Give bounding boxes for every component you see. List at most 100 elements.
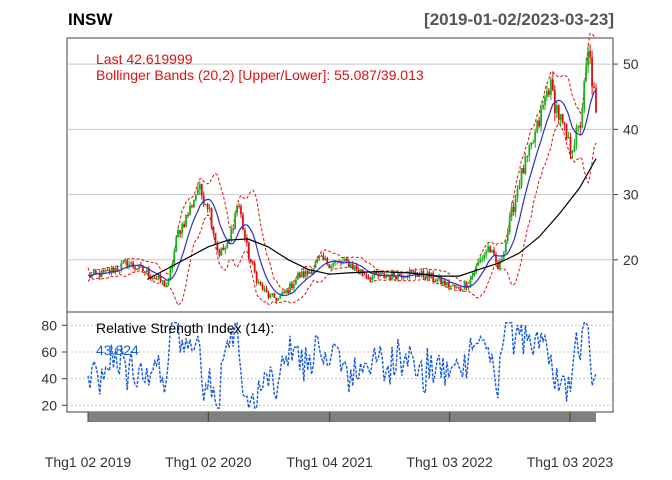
candle-body	[151, 277, 154, 279]
x-tick-label: Thg1 02 2020	[165, 454, 252, 470]
candle-body	[577, 125, 580, 128]
candle-body	[298, 273, 301, 278]
candle-body	[202, 195, 205, 205]
x-tick-label: Thg1 03 2022	[406, 454, 493, 470]
candle-body	[247, 242, 250, 260]
candle-body	[265, 288, 268, 293]
candle-body	[275, 297, 278, 301]
candle-body	[457, 286, 460, 288]
candle-body	[257, 282, 260, 284]
candle-body	[220, 247, 223, 256]
candle-body	[385, 276, 388, 278]
candle-body	[349, 264, 352, 268]
candle-body	[351, 264, 354, 269]
candle-body	[493, 249, 495, 255]
candle-body	[440, 276, 442, 284]
candle-body	[363, 273, 366, 275]
rsi-title: Relative Strength Index (14):	[96, 320, 274, 336]
candle-body	[271, 293, 274, 295]
candle-body	[226, 243, 229, 249]
candle-body	[126, 260, 129, 268]
candle-body	[167, 279, 170, 286]
candle-body	[477, 262, 480, 266]
rsi-line	[87, 321, 597, 409]
candle-body	[302, 271, 305, 277]
x-axis-band	[88, 412, 596, 422]
candle-body	[249, 259, 252, 262]
candle-body	[183, 223, 186, 227]
slow-ma-line	[147, 158, 597, 280]
candle-body	[455, 286, 458, 288]
candle-body	[120, 263, 123, 270]
candle-body	[187, 214, 189, 216]
rsi-y-tick-label: 20	[41, 397, 57, 413]
candle-body	[287, 289, 289, 293]
candle-body	[263, 288, 266, 290]
candle-body	[134, 267, 136, 270]
candle-body	[189, 205, 191, 216]
candle-body	[565, 123, 568, 139]
candle-body	[245, 237, 248, 243]
candle-body	[559, 114, 562, 120]
candle-body	[524, 156, 527, 174]
candle-body	[346, 258, 348, 262]
candle-body	[310, 272, 313, 274]
price-y-tick-label: 50	[623, 56, 639, 72]
candle-body	[273, 293, 276, 298]
candle-body	[216, 242, 219, 251]
candle-body	[130, 262, 133, 265]
candle-body	[497, 262, 499, 269]
candle-body	[359, 269, 362, 272]
candle-body	[185, 214, 187, 227]
bollinger-label: Bollinger Bands (20,2) [Upper/Lower]: 55…	[96, 67, 424, 83]
candle-body	[542, 104, 544, 109]
candle-body	[396, 273, 399, 280]
candle-body	[495, 254, 497, 263]
candle-body	[518, 185, 521, 190]
candle-body	[534, 131, 537, 143]
candle-body	[465, 283, 468, 288]
bollinger-upper-line	[87, 32, 597, 291]
x-tick-label: Thg1 03 2023	[527, 454, 614, 470]
candle-body	[522, 168, 525, 174]
candle-body	[326, 258, 329, 265]
candle-body	[536, 120, 539, 132]
candle-body	[177, 230, 180, 237]
candle-body	[361, 269, 364, 274]
candle-body	[575, 127, 578, 146]
candle-body	[453, 285, 456, 288]
rsi-last-value: 43.824	[96, 342, 139, 358]
candle-body	[218, 250, 221, 256]
candle-body	[438, 276, 440, 280]
candle-body	[449, 286, 452, 288]
candle-body	[593, 86, 595, 89]
candle-body	[289, 283, 291, 293]
candle-body	[277, 298, 280, 301]
candle-body	[357, 269, 360, 272]
candle-body	[551, 79, 554, 90]
candle-body	[191, 205, 193, 208]
candle-body	[222, 247, 225, 251]
candle-body	[591, 57, 593, 87]
candle-body	[324, 258, 327, 261]
candle-body	[112, 267, 115, 273]
candle-body	[269, 294, 272, 298]
candle-body	[544, 96, 546, 105]
candle-body	[585, 65, 588, 81]
candle-body	[485, 251, 488, 255]
candle-body	[434, 280, 437, 282]
candle-body	[508, 216, 511, 233]
candle-body	[200, 184, 203, 196]
candle-body	[161, 280, 164, 282]
candle-body	[514, 197, 517, 212]
candle-body	[232, 229, 235, 231]
candle-body	[379, 273, 382, 276]
candle-body	[424, 276, 427, 280]
candle-body	[344, 258, 346, 262]
price-y-tick-label: 30	[623, 187, 639, 203]
candle-body	[481, 258, 484, 260]
candle-body	[447, 281, 450, 288]
candle-body	[236, 206, 238, 214]
